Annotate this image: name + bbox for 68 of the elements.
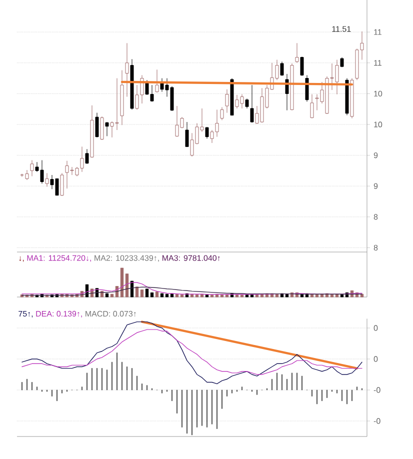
bar [140,290,144,298]
candlestick [185,122,189,147]
text: 75↑, [18,310,33,318]
bar [155,292,159,298]
bar [310,294,314,298]
text: MA1: 11254.720↓, [27,255,92,262]
bar [245,294,249,298]
y-tick-label: 11 [374,60,382,66]
bar [180,294,184,298]
candlestick [250,84,254,123]
bar [160,293,164,298]
candlestick [300,56,304,76]
candlestick [225,89,229,114]
bar [225,294,229,298]
candlestick [155,69,159,93]
bar [120,268,124,298]
candlestick [95,112,99,138]
bar [105,293,109,298]
candlestick [100,116,104,140]
y-tick-label: 9 [374,152,378,158]
candlestick [85,148,89,164]
bar [150,292,154,298]
bar [195,294,199,298]
y-tick-label: 8 [374,214,378,220]
candlestick [45,172,49,187]
bar [210,294,214,298]
bar [330,294,334,298]
candlestick [245,98,249,109]
bar [340,294,344,298]
y-tick-label: 9 [374,183,378,189]
bar [275,294,279,298]
y-tick-label: 11 [374,29,382,35]
y-tick-label: 10 [374,122,382,128]
annotation: 11.51 [332,26,351,32]
text: MACD: 0.073↑ [86,310,136,317]
bar [135,286,139,298]
bar [205,294,209,298]
bar [125,274,129,298]
candlestick [30,160,34,176]
y-tick-label: 0 [374,356,378,362]
y-tick-label: 0 [374,325,378,331]
bar [240,294,244,298]
candlestick [280,61,284,76]
text: DEA: 0.139↑, [36,310,82,318]
candlestick [295,42,299,64]
text: MA2: 10233.439↑, [94,255,159,262]
bar [285,294,289,298]
candlestick [125,42,129,97]
bar [165,294,169,298]
text: ↓, [19,256,24,262]
bar [255,294,259,298]
bar [220,294,224,298]
candlestick [220,106,224,120]
y-tick-label: 10 [374,90,382,96]
candlestick [310,94,314,119]
y-tick-label: 8 [374,244,378,251]
candlestick [305,74,309,102]
bar [175,294,179,298]
candlestick [60,172,64,196]
bar [110,294,114,298]
bar [315,294,319,298]
y-tick-label: -0 [374,387,380,393]
bar [100,290,104,298]
text: MA3: 9781.040↑ [162,255,220,262]
candlestick [105,122,109,136]
bar [235,294,239,298]
bar [145,288,149,298]
y-tick-label: -0 [374,418,380,424]
